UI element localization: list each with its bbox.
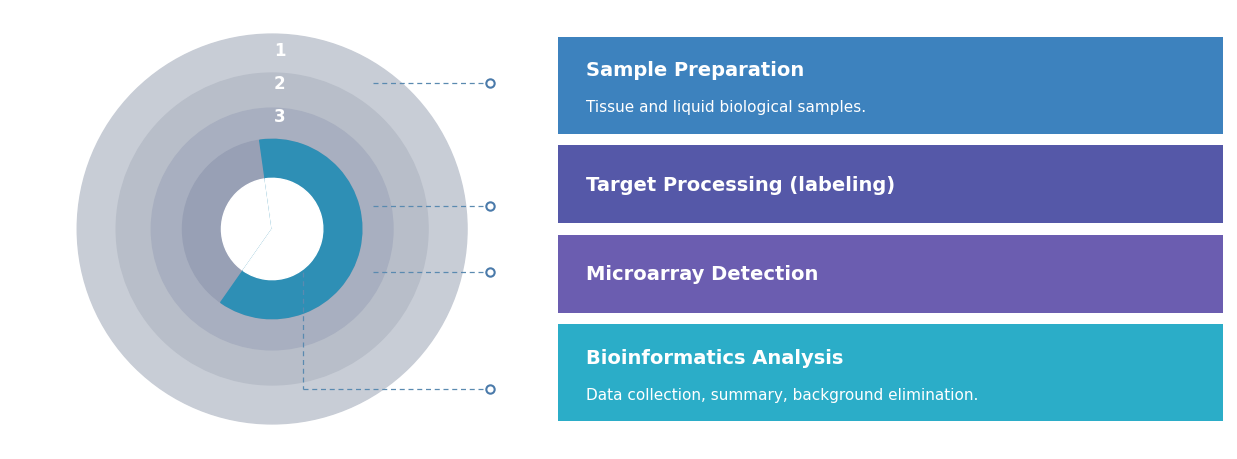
FancyBboxPatch shape [558,325,1223,421]
Circle shape [77,35,468,424]
Circle shape [151,109,393,350]
Text: Bioinformatics Analysis: Bioinformatics Analysis [586,348,844,367]
Circle shape [183,140,361,319]
Text: 1: 1 [275,42,286,60]
Text: Target Processing (labeling): Target Processing (labeling) [586,175,894,194]
FancyBboxPatch shape [558,235,1223,313]
Text: Sample Preparation: Sample Preparation [586,61,804,80]
Text: 2: 2 [275,75,286,93]
Circle shape [116,74,428,385]
FancyBboxPatch shape [558,38,1223,134]
Wedge shape [244,179,323,280]
Text: Data collection, summary, background elimination.: Data collection, summary, background eli… [586,386,978,402]
Circle shape [221,179,323,280]
Text: 3: 3 [275,108,286,126]
FancyBboxPatch shape [558,146,1223,224]
Wedge shape [220,140,361,319]
Text: Tissue and liquid biological samples.: Tissue and liquid biological samples. [586,100,866,115]
Text: Microarray Detection: Microarray Detection [586,265,818,284]
